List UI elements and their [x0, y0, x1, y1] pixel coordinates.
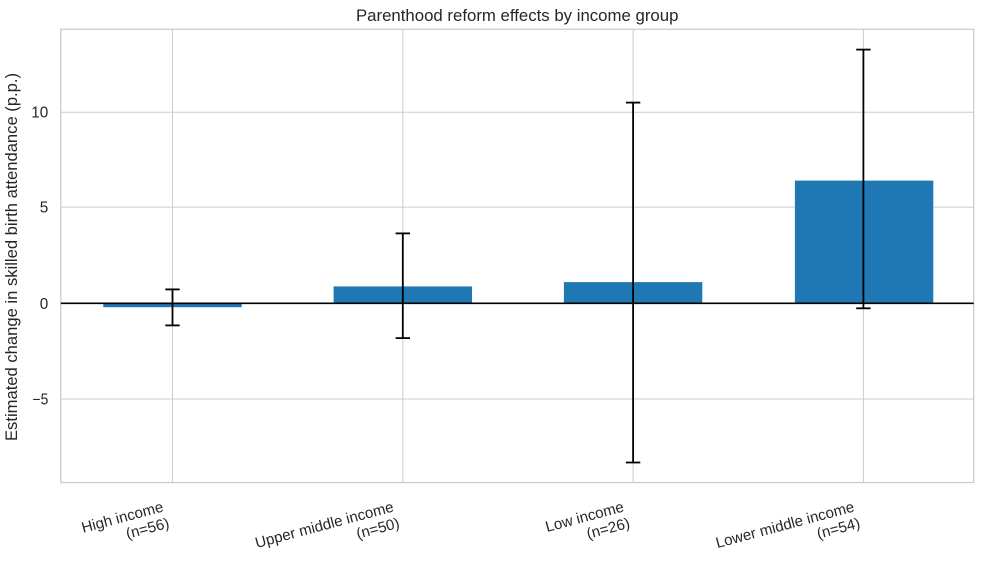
svg-text:Parenthood reform effects by i: Parenthood reform effects by income grou…	[356, 6, 678, 25]
svg-text:5: 5	[40, 200, 49, 217]
svg-text:−5: −5	[33, 392, 49, 409]
svg-text:Estimated change in skilled bi: Estimated change in skilled birth attend…	[2, 73, 21, 441]
svg-text:10: 10	[31, 105, 48, 122]
svg-text:0: 0	[40, 296, 49, 313]
